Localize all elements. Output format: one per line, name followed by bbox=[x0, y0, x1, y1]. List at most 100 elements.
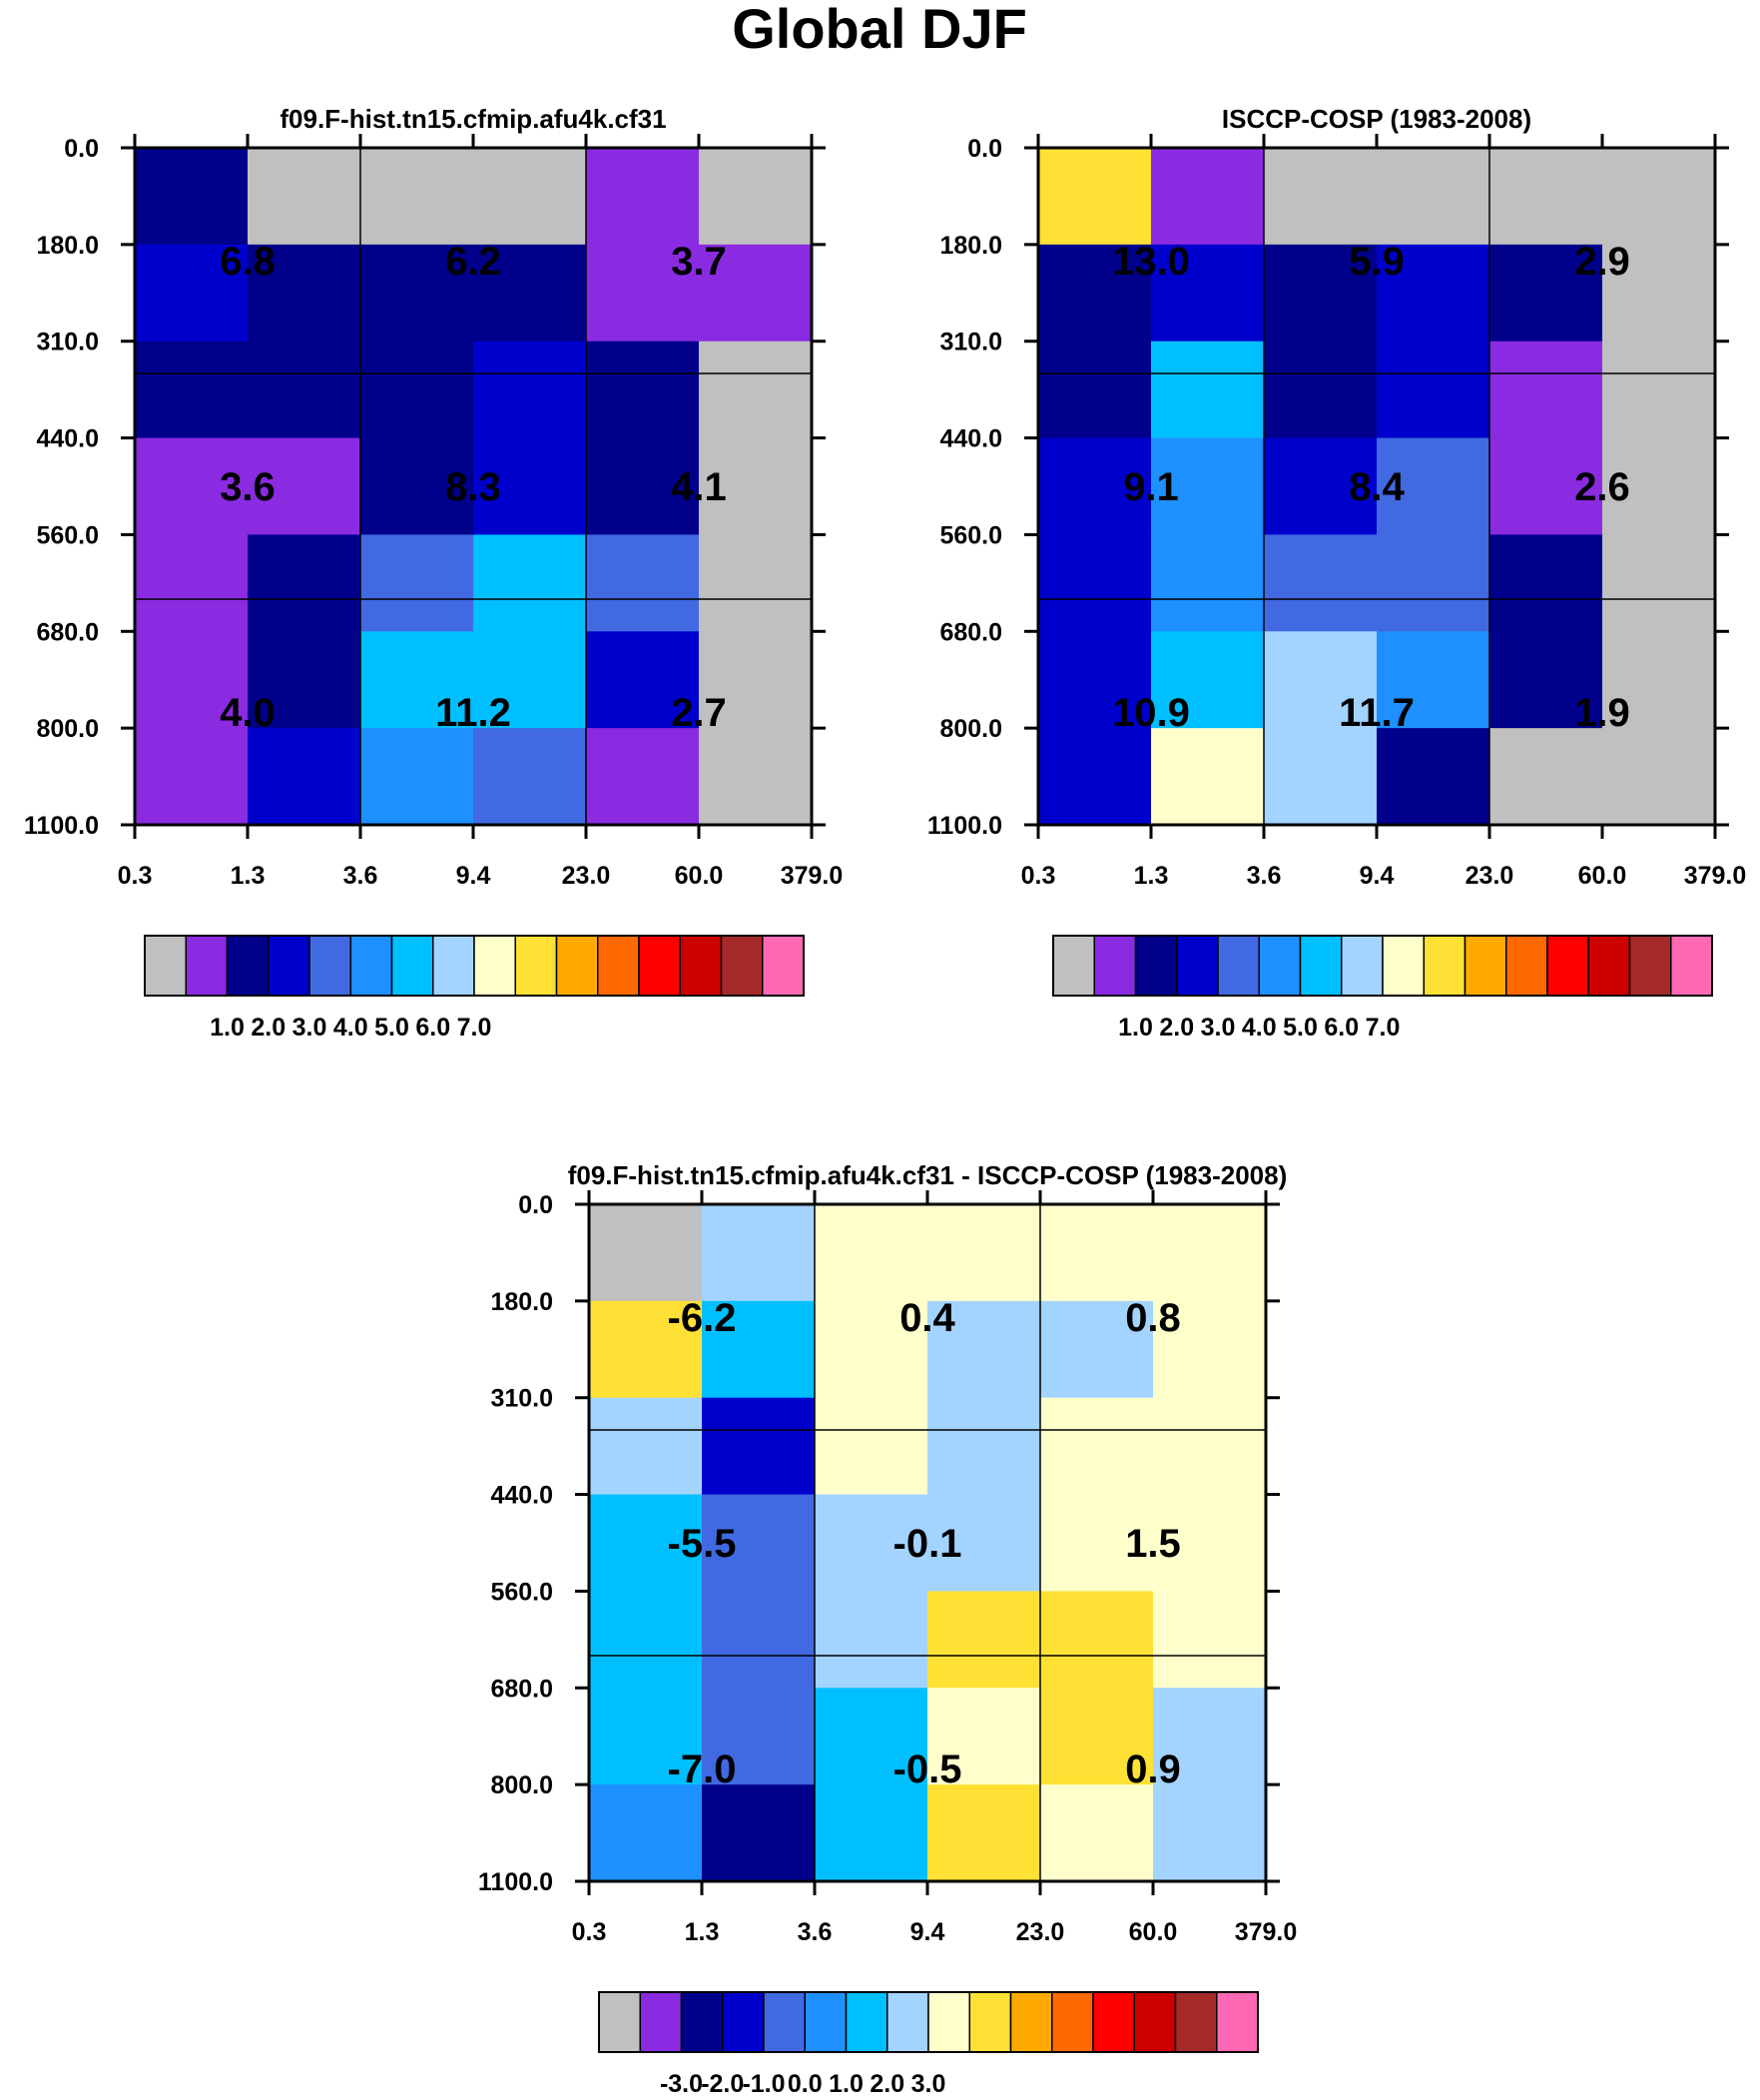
heatmap-cell bbox=[360, 631, 474, 729]
heatmap-cell bbox=[360, 244, 474, 343]
heatmap-cell bbox=[1151, 534, 1265, 632]
heatmap-cell bbox=[473, 437, 587, 536]
colorbar-swatch bbox=[598, 1991, 641, 2053]
heatmap-cell bbox=[1153, 1300, 1267, 1399]
y-tick-label: 680.0 bbox=[939, 618, 1002, 646]
box-value-label: -0.1 bbox=[893, 1522, 962, 1566]
y-tick-label: 560.0 bbox=[490, 1578, 553, 1606]
x-tick-label: 23.0 bbox=[1466, 862, 1514, 890]
heatmap-cell bbox=[1377, 148, 1490, 246]
colorbar-swatch bbox=[927, 1991, 970, 2053]
x-tick-label: 379.0 bbox=[1684, 862, 1747, 890]
heatmap-cell bbox=[1377, 728, 1490, 826]
heatmap-cell bbox=[135, 728, 249, 826]
heatmap-cell bbox=[1038, 631, 1152, 729]
heatmap-cell bbox=[1264, 631, 1378, 729]
colorbar-tick-label: 6.0 bbox=[1324, 1014, 1359, 1042]
heatmap-cell bbox=[1040, 1300, 1154, 1399]
heatmap-cell bbox=[1489, 244, 1603, 343]
heatmap-cell bbox=[815, 1204, 928, 1302]
box-value-label: 8.4 bbox=[1349, 465, 1405, 509]
colorbar-swatch bbox=[1052, 935, 1095, 997]
box-value-label: -6.2 bbox=[668, 1296, 737, 1340]
colorbar-tick-label: 2.0 bbox=[1159, 1014, 1194, 1042]
colorbar-swatch bbox=[720, 935, 764, 997]
x-tick-label: 379.0 bbox=[781, 862, 844, 890]
colorbar-frame bbox=[598, 1991, 1259, 2053]
heatmap-cell bbox=[1151, 631, 1265, 729]
colorbar-tick-label: 5.0 bbox=[1283, 1014, 1318, 1042]
y-tick-label: 800.0 bbox=[490, 1771, 553, 1799]
colorbar-swatch bbox=[1134, 935, 1178, 997]
colorbar-swatch bbox=[473, 935, 516, 997]
box-value-label: 6.8 bbox=[220, 240, 276, 284]
heatmap-cell bbox=[1153, 1688, 1267, 1785]
colorbar-tick-label: 3.0 bbox=[911, 2070, 946, 2098]
heatmap-cell bbox=[1602, 341, 1716, 439]
colorbar-swatch bbox=[1341, 935, 1384, 997]
heatmap-cell bbox=[1151, 148, 1265, 246]
heatmap-cell bbox=[1153, 1784, 1267, 1882]
colorbar-tick-label: 1.0 bbox=[210, 1014, 245, 1042]
box-value-label: 2.7 bbox=[671, 691, 727, 735]
heatmap-cell bbox=[586, 244, 700, 343]
heatmap-cell bbox=[360, 437, 474, 536]
heatmap-cell bbox=[1264, 244, 1378, 343]
heatmap-cell bbox=[473, 631, 587, 729]
y-tick-label: 440.0 bbox=[939, 425, 1002, 453]
y-tick-label: 440.0 bbox=[36, 425, 99, 453]
box-value-label: 6.2 bbox=[445, 240, 501, 284]
y-tick-label: 310.0 bbox=[490, 1385, 553, 1413]
y-tick-label: 0.0 bbox=[967, 135, 1002, 163]
panel-title: f09.F-hist.tn15.cfmip.afu4k.cf31 bbox=[280, 104, 666, 134]
box-value-label: 11.7 bbox=[1339, 691, 1415, 735]
colorbar-swatch bbox=[144, 935, 187, 997]
box-value-label: 3.6 bbox=[220, 465, 276, 509]
heatmap-cell bbox=[1040, 1591, 1154, 1689]
heatmap-cell bbox=[815, 1591, 928, 1689]
heatmap-cell bbox=[1264, 728, 1378, 826]
heatmap-cell bbox=[927, 1494, 1041, 1593]
y-tick-label: 180.0 bbox=[36, 232, 99, 260]
heatmap-cell bbox=[1489, 148, 1603, 246]
heatmap-cell bbox=[135, 437, 249, 536]
heatmap-cell bbox=[1151, 341, 1265, 439]
colorbar-tick-label: 3.0 bbox=[293, 1014, 327, 1042]
y-tick-label: 680.0 bbox=[490, 1675, 553, 1703]
y-tick-label: 0.0 bbox=[518, 1191, 553, 1219]
x-tick-label: 379.0 bbox=[1235, 1918, 1298, 1946]
heatmap-cell bbox=[1038, 341, 1152, 439]
x-tick-label: 3.6 bbox=[1247, 862, 1282, 890]
x-tick-label: 0.3 bbox=[572, 1918, 607, 1946]
box-value-label: 11.2 bbox=[435, 691, 511, 735]
box-value-label: 4.1 bbox=[671, 465, 727, 509]
heatmap-cell bbox=[1377, 244, 1490, 343]
heatmap-cell bbox=[1040, 1688, 1154, 1785]
colorbar-tick-label: 1.0 bbox=[829, 2070, 864, 2098]
box-value-label: 2.9 bbox=[1574, 240, 1630, 284]
colorbar-swatch bbox=[1009, 1991, 1053, 2053]
colorbar-swatch bbox=[1133, 1991, 1177, 2053]
heatmap-cell bbox=[1038, 534, 1152, 632]
heatmap-cell bbox=[927, 1397, 1041, 1496]
heatmap-cell bbox=[1377, 341, 1490, 439]
box-value-label: 1.9 bbox=[1574, 691, 1630, 735]
heatmap-cell bbox=[1489, 534, 1603, 632]
box-value-label: 9.1 bbox=[1123, 465, 1179, 509]
heatmap-cell bbox=[1489, 341, 1603, 439]
heatmap-cell bbox=[702, 1784, 816, 1882]
x-tick-label: 23.0 bbox=[562, 862, 611, 890]
colorbar-tick-label: -1.0 bbox=[742, 2070, 785, 2098]
colorbar-swatch bbox=[639, 1991, 683, 2053]
colorbar-swatch bbox=[390, 935, 434, 997]
colorbar-tick-label: 1.0 bbox=[1118, 1014, 1153, 1042]
heatmap-cell bbox=[589, 1300, 703, 1399]
heatmap-cell bbox=[1040, 1204, 1154, 1302]
colorbar: 1.0 2.0 3.0 4.0 5.0 6.0 7.0 bbox=[144, 935, 805, 1042]
heatmap-cell bbox=[927, 1591, 1041, 1689]
heatmap-cell bbox=[815, 1688, 928, 1785]
x-tick-label: 1.3 bbox=[685, 1918, 720, 1946]
heatmap-cell bbox=[815, 1397, 928, 1496]
heatmap-cell bbox=[1602, 244, 1716, 343]
heatmap-cell bbox=[1151, 437, 1265, 536]
